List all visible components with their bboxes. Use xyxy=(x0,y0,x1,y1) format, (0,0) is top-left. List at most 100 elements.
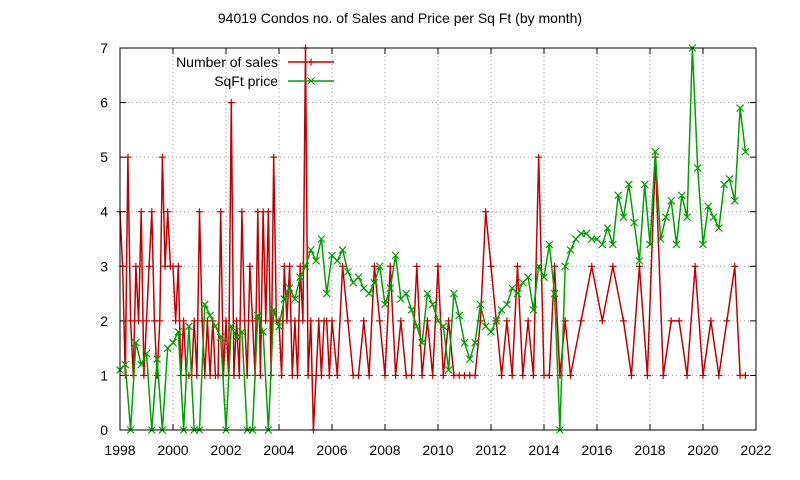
data-point xyxy=(445,317,453,325)
data-point xyxy=(306,245,315,254)
data-point xyxy=(259,327,268,336)
x-tick-label: 2014 xyxy=(528,442,559,458)
data-point xyxy=(264,208,272,216)
data-point xyxy=(498,371,506,379)
data-point xyxy=(241,317,249,325)
data-point xyxy=(145,262,153,270)
data-point xyxy=(238,208,246,216)
data-point xyxy=(217,208,225,216)
y-tick-label: 6 xyxy=(100,95,108,111)
data-point xyxy=(423,289,432,298)
data-point xyxy=(285,284,294,293)
data-point xyxy=(624,180,633,189)
data-point xyxy=(355,371,362,379)
data-point xyxy=(200,300,209,309)
data-point xyxy=(707,317,715,325)
data-point xyxy=(725,175,734,183)
data-point xyxy=(180,317,188,325)
data-point xyxy=(444,366,453,374)
data-point xyxy=(598,240,607,249)
data-point xyxy=(235,371,243,379)
data-point xyxy=(301,262,310,271)
data-point xyxy=(407,306,416,314)
data-point xyxy=(471,371,479,379)
data-point xyxy=(513,289,522,298)
data-point xyxy=(683,371,691,379)
data-point xyxy=(699,240,707,249)
data-point xyxy=(704,202,713,211)
data-point xyxy=(524,273,533,282)
data-point xyxy=(275,322,283,331)
data-point xyxy=(476,300,485,309)
data-point xyxy=(172,317,180,325)
data-point xyxy=(376,317,384,325)
legend-label: Number of sales xyxy=(176,54,278,70)
data-point xyxy=(312,256,321,265)
data-point xyxy=(304,371,312,379)
data-point xyxy=(640,180,649,189)
data-point xyxy=(487,262,495,270)
data-point xyxy=(492,316,501,325)
data-point xyxy=(174,262,182,270)
data-point xyxy=(291,317,299,325)
data-point xyxy=(237,327,246,336)
data-point xyxy=(408,371,415,379)
data-point xyxy=(299,317,307,325)
data-point xyxy=(736,104,745,112)
data-point xyxy=(196,208,203,216)
x-tick-label: 2020 xyxy=(687,442,718,458)
data-point xyxy=(227,322,236,331)
y-tick-label: 5 xyxy=(100,149,108,165)
legend-label: SqFt price xyxy=(214,73,278,89)
data-point xyxy=(153,371,161,379)
data-point xyxy=(216,333,225,342)
data-point xyxy=(677,191,686,200)
data-point xyxy=(741,147,750,156)
data-point xyxy=(730,196,739,205)
x-tick-label: 2008 xyxy=(369,442,400,458)
data-point xyxy=(545,371,553,379)
data-point xyxy=(503,317,511,325)
data-point xyxy=(588,262,596,270)
data-point xyxy=(296,262,304,270)
data-point xyxy=(158,153,166,161)
data-point xyxy=(143,317,150,325)
data-point xyxy=(174,327,183,336)
data-point xyxy=(339,262,347,270)
data-point xyxy=(296,273,305,282)
data-point xyxy=(402,289,411,298)
data-point xyxy=(675,317,683,325)
x-tick-label: 1998 xyxy=(104,442,135,458)
data-point xyxy=(723,317,731,325)
data-point xyxy=(731,262,739,270)
data-point xyxy=(164,208,172,216)
data-point xyxy=(127,317,135,325)
data-point xyxy=(392,371,400,379)
data-point xyxy=(375,262,384,271)
data-point xyxy=(343,267,352,276)
y-tick-label: 0 xyxy=(100,422,108,438)
x-tick-label: 2018 xyxy=(634,442,665,458)
data-point xyxy=(646,240,654,249)
data-point xyxy=(256,371,264,379)
x-tick-label: 2002 xyxy=(210,442,241,458)
data-point xyxy=(487,327,495,336)
data-point xyxy=(249,317,256,325)
data-point xyxy=(262,317,270,325)
y-tick-label: 4 xyxy=(100,204,108,220)
data-point xyxy=(307,317,315,325)
data-point xyxy=(140,371,148,379)
data-point xyxy=(317,371,325,379)
data-point xyxy=(269,306,278,314)
data-point xyxy=(190,317,198,325)
data-point xyxy=(535,153,543,161)
data-point xyxy=(278,371,286,379)
legend-marker xyxy=(307,58,315,66)
data-point xyxy=(322,289,331,298)
data-point xyxy=(153,355,162,363)
x-tick-label: 2010 xyxy=(422,442,453,458)
data-point xyxy=(514,262,521,270)
data-point xyxy=(253,311,262,320)
data-point xyxy=(370,278,379,287)
